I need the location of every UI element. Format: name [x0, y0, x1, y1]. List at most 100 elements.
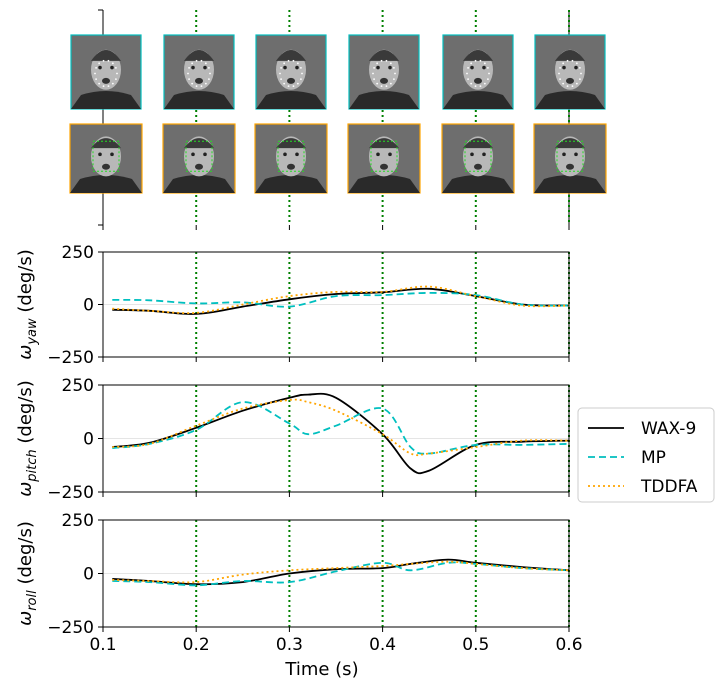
landmark-dot — [558, 72, 560, 75]
landmark-dot — [470, 82, 473, 85]
landmark-dot — [200, 85, 203, 88]
landmark-dot — [376, 82, 379, 85]
landmark-dot — [191, 62, 194, 65]
landmark-box — [464, 140, 492, 172]
landmark-dot — [280, 66, 282, 69]
shirt-shape — [348, 175, 420, 193]
mouth — [102, 77, 110, 84]
landmark-dot — [580, 72, 582, 75]
image-strip-panel — [69, 9, 607, 230]
eye — [110, 65, 114, 70]
landmark-dot — [467, 78, 469, 81]
landmark-dot — [389, 82, 392, 85]
bottom-frame — [533, 123, 607, 194]
x-axis-label: Time (s) — [284, 659, 358, 680]
shirt-shape — [71, 91, 141, 109]
shirt-shape — [255, 175, 327, 193]
shirt-shape — [534, 175, 606, 193]
y-axis-label: ωpitch (deg/s) — [15, 380, 40, 497]
mouth — [195, 163, 203, 170]
landmark-dot — [95, 78, 97, 81]
landmark-dot — [300, 66, 302, 69]
landmark-dot — [483, 82, 486, 85]
landmark-dot — [107, 59, 110, 62]
eye — [203, 65, 207, 70]
landmark-dot — [575, 82, 578, 85]
mouth — [195, 77, 203, 84]
series-line-mp — [112, 291, 570, 308]
landmark-dot — [102, 85, 105, 88]
legend: WAX-9 MP TDDFA — [577, 407, 715, 503]
y-label-subscript: roll — [25, 590, 40, 611]
top-frame — [442, 34, 514, 110]
eye — [574, 152, 578, 157]
hair-shape — [184, 138, 214, 149]
hair-shape — [184, 49, 214, 61]
landmark-dot — [394, 72, 396, 75]
eye — [388, 152, 392, 157]
shirt-shape — [349, 91, 419, 109]
legend-label: TDDFA — [640, 477, 698, 497]
landmark-dot — [562, 62, 565, 65]
landmark-dot — [566, 59, 569, 62]
x-tick-label: 0.5 — [462, 635, 489, 655]
eye — [562, 152, 566, 157]
y-axis-label: ωyaw (deg/s) — [15, 249, 40, 360]
landmark-box — [556, 140, 584, 172]
landmark-dot — [208, 66, 210, 69]
series-line-mp — [112, 561, 570, 587]
mouth — [566, 77, 574, 84]
hair-shape — [463, 49, 493, 61]
x-tick-label: 0.3 — [276, 635, 303, 655]
landmark-dot — [373, 78, 375, 81]
y-tick-label: −250 — [47, 483, 94, 503]
landmark-dot — [292, 59, 295, 62]
landmark-dot — [208, 78, 210, 81]
top-frame — [70, 34, 142, 110]
legend-label: MP — [641, 448, 666, 468]
landmark-dot — [380, 59, 383, 62]
landmark-dot — [195, 85, 198, 88]
mouth — [474, 163, 482, 170]
shirt-shape — [256, 91, 326, 109]
landmark-dot — [188, 78, 190, 81]
y-label-unit: (deg/s) — [15, 521, 36, 590]
hair-shape — [91, 49, 121, 61]
shirt-shape — [535, 91, 605, 109]
landmark-dot — [479, 85, 482, 88]
hair-shape — [276, 49, 306, 61]
y-tick-label: 0 — [83, 296, 94, 316]
bottom-frame — [347, 123, 421, 194]
landmark-dot — [380, 85, 383, 88]
landmark-dot — [98, 82, 101, 85]
landmark-dot — [559, 78, 561, 81]
landmark-dot — [111, 62, 114, 65]
landmark-dot — [292, 85, 295, 88]
mouth — [102, 163, 110, 170]
landmark-dot — [373, 66, 375, 69]
landmark-dot — [562, 82, 565, 85]
landmark-dot — [479, 59, 482, 62]
top-frame — [163, 34, 235, 110]
eye — [470, 65, 474, 70]
landmark-dot — [296, 62, 299, 65]
hair-shape — [91, 138, 121, 149]
landmark-dot — [372, 72, 374, 75]
y-tick-label: 250 — [62, 511, 94, 531]
series-line-wax-9 — [112, 558, 570, 586]
bottom-frame — [162, 123, 236, 194]
eye — [482, 152, 486, 157]
landmark-dot — [470, 62, 473, 65]
mouth — [287, 163, 295, 170]
landmark-dot — [575, 62, 578, 65]
landmark-box — [277, 140, 305, 172]
landmark-dot — [483, 62, 486, 65]
landmark-dot — [200, 59, 203, 62]
eye — [388, 65, 392, 70]
y-tick-label: 0 — [83, 430, 94, 450]
y-label-subscript: pitch — [25, 449, 40, 482]
landmark-dot — [95, 66, 97, 69]
landmark-dot — [279, 72, 281, 75]
landmark-box — [370, 140, 398, 172]
